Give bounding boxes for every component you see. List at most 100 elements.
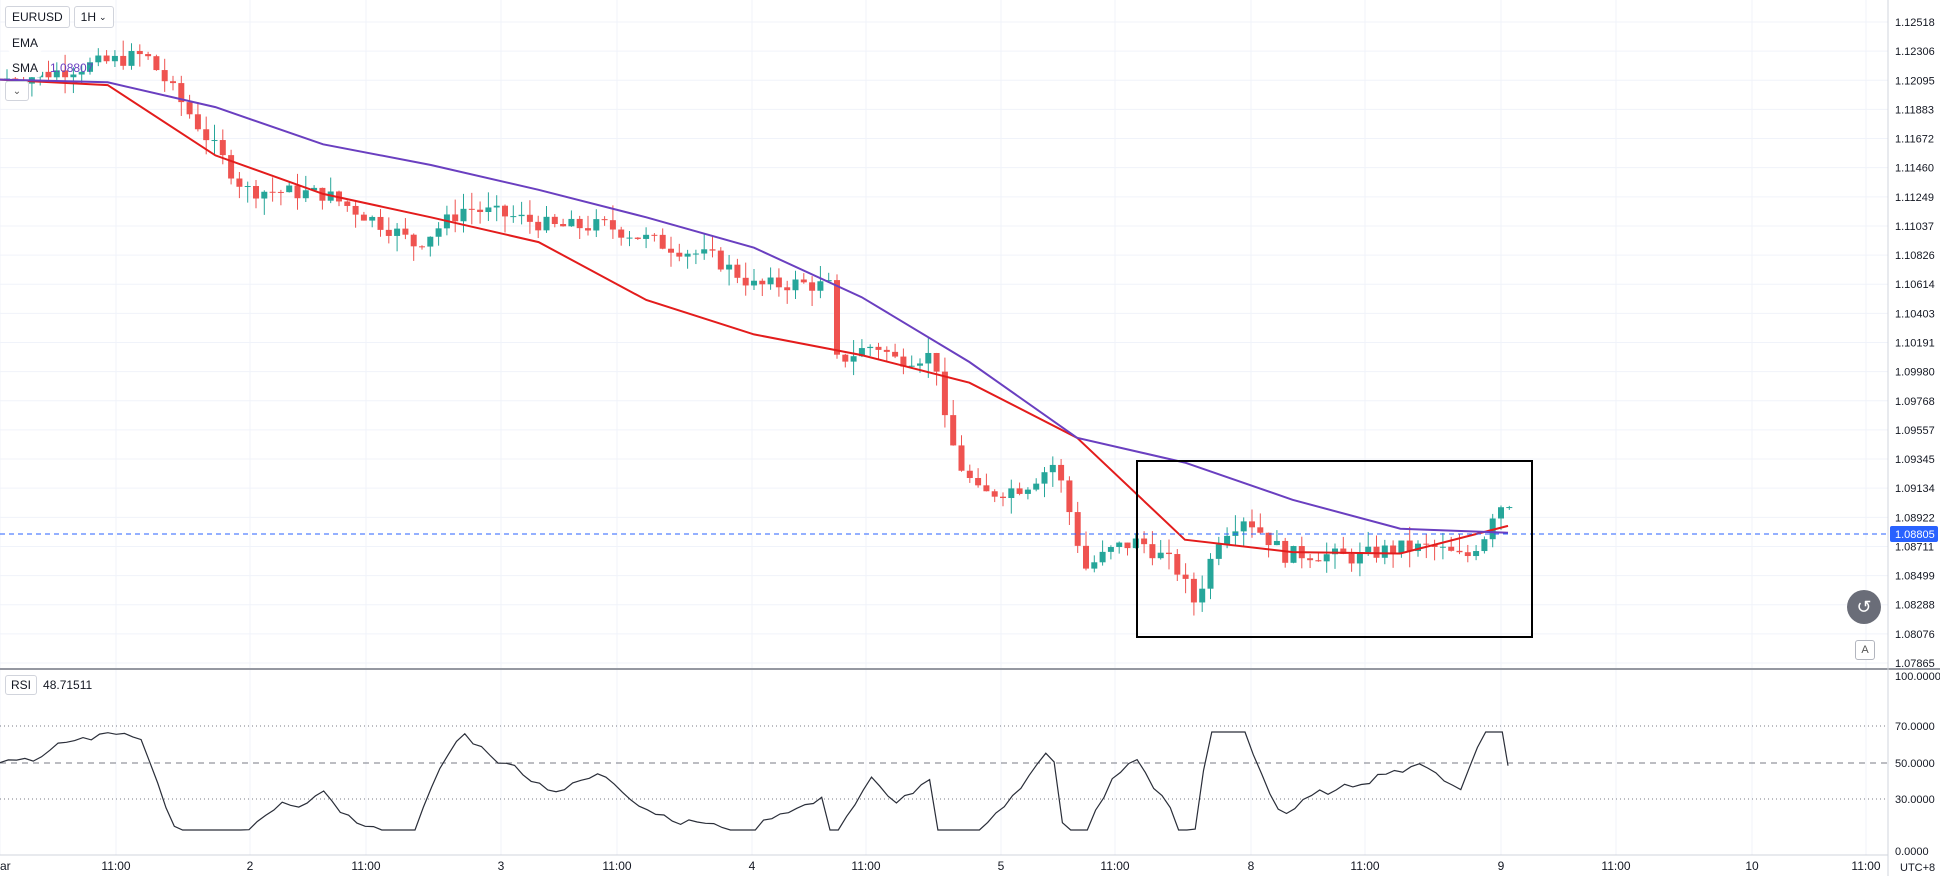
candle-body xyxy=(991,491,998,497)
candle-body xyxy=(1290,546,1297,563)
candle-body xyxy=(1390,545,1397,553)
ema-legend[interactable]: EMA xyxy=(8,34,43,52)
candle-body xyxy=(958,445,965,471)
candle-body xyxy=(1265,532,1272,546)
price-tick: 1.09768 xyxy=(1895,396,1935,408)
candle-body xyxy=(800,279,807,283)
price-tick: 1.08499 xyxy=(1895,571,1935,583)
rsi-legend[interactable]: RSI 48.71511 xyxy=(5,675,92,695)
candle-body xyxy=(485,207,492,213)
candle-body xyxy=(427,236,434,247)
candle-body xyxy=(1356,552,1363,564)
candle-body xyxy=(568,218,575,227)
candle-body xyxy=(402,228,409,235)
candle-body xyxy=(1215,544,1222,559)
candle-body xyxy=(742,277,749,286)
candle-body xyxy=(103,55,110,62)
candle-body xyxy=(767,277,774,285)
price-tick: 1.10403 xyxy=(1895,308,1935,320)
candle-body xyxy=(170,81,176,84)
auto-scale-icon: A xyxy=(1861,644,1869,656)
reset-chart-button[interactable]: ↺ xyxy=(1847,590,1881,624)
candle-body xyxy=(302,190,309,199)
current-price-label: 1.08805 xyxy=(1895,529,1935,541)
candle-body xyxy=(435,228,442,237)
price-tick: 1.08076 xyxy=(1895,629,1935,641)
candle-body xyxy=(468,208,475,210)
candle-body xyxy=(726,264,733,270)
candle-body xyxy=(1439,546,1446,548)
candle-body xyxy=(1000,496,1006,499)
candle-body xyxy=(1249,521,1255,528)
candle-body xyxy=(593,219,600,231)
candle-body xyxy=(244,186,251,188)
candle-body xyxy=(1473,551,1480,557)
candle-body xyxy=(917,363,923,366)
rsi-tick: 0.0000 xyxy=(1895,846,1929,858)
candle-body xyxy=(1199,588,1206,603)
candle-body xyxy=(53,70,60,78)
candle-body xyxy=(1132,538,1139,549)
candle-body xyxy=(203,129,210,141)
candle-body xyxy=(136,50,143,55)
price-tick: 1.08288 xyxy=(1895,600,1935,612)
rsi-value: 48.71511 xyxy=(43,678,93,692)
price-tick: 1.07865 xyxy=(1895,658,1935,670)
candle-body xyxy=(219,140,226,156)
candle-body xyxy=(626,237,633,239)
candle-body xyxy=(78,71,85,75)
candle-body xyxy=(875,346,882,350)
candle-body xyxy=(377,216,384,230)
candle-body xyxy=(1398,540,1405,553)
auto-scale-button[interactable]: A xyxy=(1855,640,1875,660)
candle-body xyxy=(269,191,276,193)
candle-body xyxy=(1107,547,1114,552)
candle-body xyxy=(510,216,517,218)
candle-body xyxy=(1415,543,1421,552)
rsi-scale: 100.0000 70.0000 50.0000 30.0000 0.0000 xyxy=(1895,671,1940,858)
candle-body xyxy=(950,415,957,446)
candle-body xyxy=(477,209,484,213)
candle-body xyxy=(410,234,417,247)
symbol-toolbar: EURUSD 1H ⌄ xyxy=(5,6,114,28)
candle-body xyxy=(543,216,550,231)
candle-body xyxy=(1149,544,1156,559)
interval-button[interactable]: 1H ⌄ xyxy=(73,6,114,28)
annotation-rectangle[interactable] xyxy=(1136,460,1533,638)
candle-body xyxy=(1207,558,1214,589)
candle-body xyxy=(452,214,459,222)
candle-body xyxy=(277,191,284,193)
candle-body xyxy=(692,253,699,255)
time-tick: 11:00 xyxy=(1851,859,1880,873)
rsi-line xyxy=(0,731,1509,831)
candle-body xyxy=(1273,540,1280,546)
symbol-button[interactable]: EURUSD xyxy=(5,6,70,28)
candle-body xyxy=(526,214,533,222)
candle-body xyxy=(111,55,118,62)
price-scale: 1.12518 1.12306 1.12095 1.11883 1.11672 1.114… xyxy=(1895,17,1935,670)
price-tick: 1.08711 xyxy=(1895,541,1934,553)
candle-body xyxy=(1008,488,1015,499)
candle-body xyxy=(1099,551,1106,563)
candle-body xyxy=(668,248,674,253)
candle-body xyxy=(792,279,799,291)
candle-body xyxy=(1332,548,1338,555)
candle-body xyxy=(344,201,351,206)
candle-body xyxy=(1365,546,1372,553)
price-tick: 1.11460 xyxy=(1895,163,1934,175)
candle-body xyxy=(1074,512,1081,546)
candle-body xyxy=(858,348,865,357)
time-tick: 5 xyxy=(998,859,1005,873)
price-tick: 1.12518 xyxy=(1895,17,1935,29)
time-tick: 11:00 xyxy=(1601,859,1630,873)
price-tick: 1.10191 xyxy=(1895,338,1935,350)
legend-collapse-button[interactable]: ⌄ xyxy=(5,81,29,101)
timezone-label[interactable]: UTC+8 xyxy=(1900,862,1935,874)
time-tick: 9 xyxy=(1498,859,1505,873)
candle-body xyxy=(1033,483,1040,490)
candle-body xyxy=(236,178,243,187)
sma-legend[interactable]: SMA 1.08807 xyxy=(8,59,93,77)
candle-body xyxy=(360,214,367,221)
